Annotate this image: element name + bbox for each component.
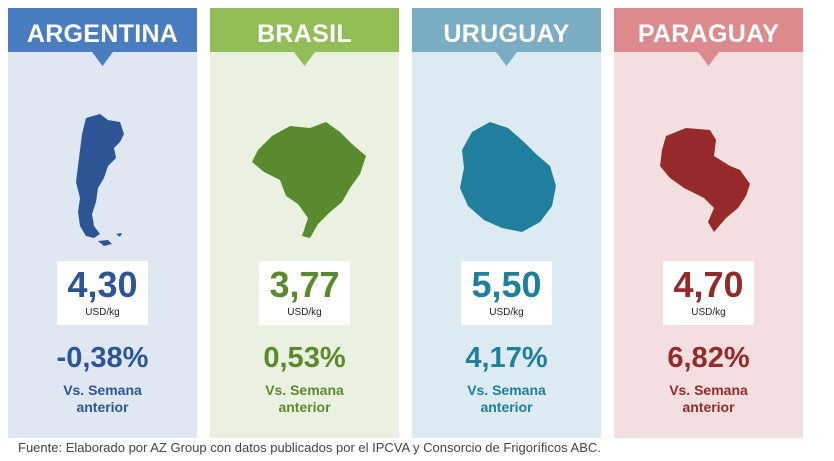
vs-label: Vs. Semana anterior (210, 382, 399, 416)
weekly-change: 4,17% (465, 342, 548, 374)
country-name: ARGENTINA (26, 20, 179, 48)
price-unit: USD/kg (287, 307, 322, 318)
country-name: BRASIL (257, 20, 352, 48)
paraguay-map-icon (614, 108, 803, 253)
uruguay-map-icon (412, 108, 601, 253)
banner-paraguay (614, 8, 803, 66)
vs-label-line2: anterior (480, 399, 533, 415)
banner-brasil (210, 8, 399, 66)
vs-label-line1: Vs. Semana (669, 382, 748, 398)
price-box: 3,77 USD/kg (259, 261, 350, 325)
card-uruguay: URUGUAY 5,50 USD/kg 4,17% Vs. Semana ant… (412, 8, 601, 438)
weekly-change: 0,53% (263, 342, 346, 374)
price-value: 4,30 (67, 264, 138, 305)
price-box: 4,70 USD/kg (663, 261, 754, 325)
vs-label: Vs. Semana anterior (614, 382, 803, 416)
price-value: 5,50 (471, 264, 542, 305)
weekly-change: 6,82% (667, 342, 750, 374)
source-footnote: Fuente: Elaborado por AZ Group con datos… (18, 440, 601, 455)
vs-label-line2: anterior (278, 399, 331, 415)
price-unit: USD/kg (489, 307, 524, 318)
card-argentina: ARGENTINA 4,30 USD/kg -0,38% Vs. Semana … (8, 8, 197, 438)
price-unit: USD/kg (691, 307, 726, 318)
vs-label-line1: Vs. Semana (63, 382, 142, 398)
vs-label-line2: anterior (76, 399, 129, 415)
price-unit: USD/kg (85, 307, 120, 318)
price-box: 4,30 USD/kg (57, 261, 148, 325)
banner-uruguay (412, 8, 601, 66)
vs-label: Vs. Semana anterior (8, 382, 197, 416)
card-paraguay: PARAGUAY 4,70 USD/kg 6,82% Vs. Semana an… (614, 8, 803, 438)
brazil-map-icon (210, 108, 399, 253)
price-value: 3,77 (269, 264, 340, 305)
country-name: PARAGUAY (637, 20, 780, 48)
vs-label-line1: Vs. Semana (265, 382, 344, 398)
card-brasil: BRASIL 3,77 USD/kg 0,53% Vs. Semana ante… (210, 8, 399, 438)
vs-label: Vs. Semana anterior (412, 382, 601, 416)
price-box: 5,50 USD/kg (461, 261, 552, 325)
price-value: 4,70 (673, 264, 744, 305)
banner-argentina (8, 8, 197, 66)
country-name: URUGUAY (443, 20, 570, 48)
vs-label-line2: anterior (682, 399, 735, 415)
weekly-change: -0,38% (56, 342, 149, 374)
vs-label-line1: Vs. Semana (467, 382, 546, 398)
argentina-map-icon (8, 108, 197, 253)
